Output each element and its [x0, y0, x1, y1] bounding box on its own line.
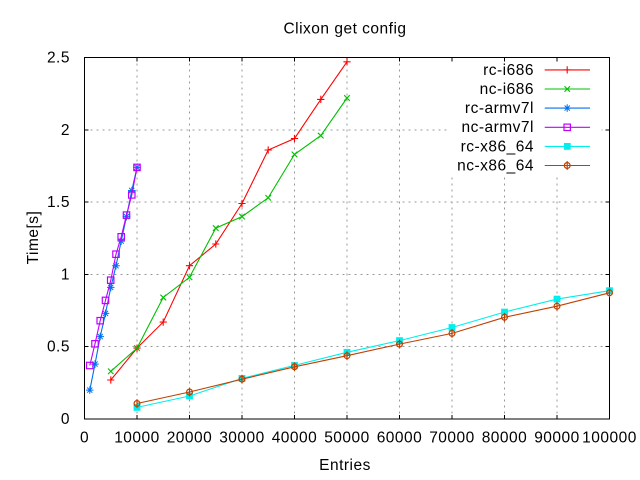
svg-text:30000: 30000	[219, 430, 265, 447]
svg-text:nc-i686: nc-i686	[480, 81, 534, 98]
svg-text:Clixon get config: Clixon get config	[283, 21, 406, 38]
svg-text:50000: 50000	[324, 430, 370, 447]
svg-text:Time[s]: Time[s]	[25, 211, 42, 265]
svg-text:70000: 70000	[429, 430, 475, 447]
svg-text:100000: 100000	[582, 430, 637, 447]
svg-text:rc-i686: rc-i686	[483, 62, 534, 79]
svg-text:rc-armv7l: rc-armv7l	[465, 100, 534, 117]
svg-text:nc-armv7l: nc-armv7l	[461, 119, 534, 136]
svg-text:0.5: 0.5	[47, 339, 70, 356]
svg-text:90000: 90000	[534, 430, 580, 447]
svg-text:1: 1	[61, 266, 70, 283]
svg-text:Entries: Entries	[319, 457, 371, 474]
svg-text:1.5: 1.5	[47, 194, 70, 211]
svg-text:0: 0	[61, 411, 70, 428]
svg-text:0: 0	[80, 430, 89, 447]
svg-text:60000: 60000	[377, 430, 423, 447]
svg-text:2: 2	[61, 122, 70, 139]
svg-text:10000: 10000	[114, 430, 160, 447]
svg-text:rc-x86_64: rc-x86_64	[461, 138, 534, 155]
svg-text:80000: 80000	[482, 430, 528, 447]
svg-text:2.5: 2.5	[47, 50, 70, 67]
svg-text:40000: 40000	[272, 430, 318, 447]
svg-text:20000: 20000	[167, 430, 213, 447]
svg-text:nc-x86_64: nc-x86_64	[457, 157, 534, 174]
